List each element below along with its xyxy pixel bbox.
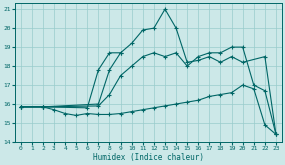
X-axis label: Humidex (Indice chaleur): Humidex (Indice chaleur) [93, 152, 204, 162]
